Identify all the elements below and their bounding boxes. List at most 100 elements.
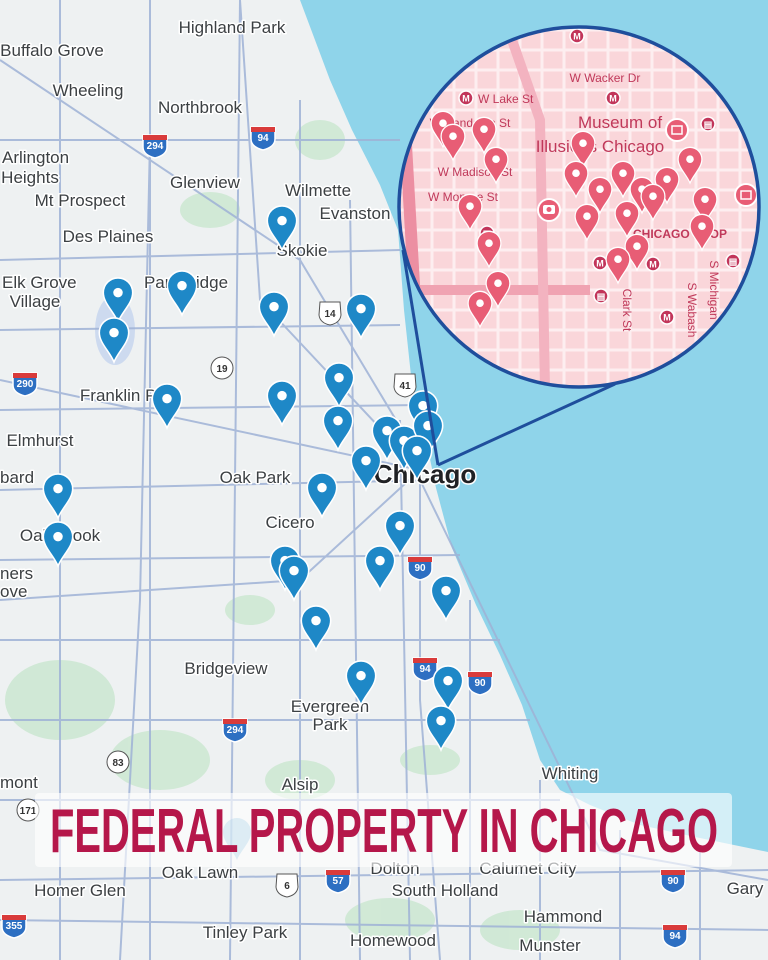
city-label: ove	[0, 582, 27, 601]
metro-icon[interactable]: M	[659, 309, 675, 325]
museum-icon[interactable]	[734, 183, 758, 207]
map-marker-icon[interactable]	[587, 176, 613, 215]
map-marker-icon[interactable]	[574, 203, 600, 242]
metro-icon[interactable]: M	[458, 90, 474, 106]
city-label: Homer Glen	[34, 881, 126, 900]
road	[0, 404, 421, 411]
train-icon[interactable]: ▤	[725, 253, 741, 269]
map-marker-icon[interactable]	[640, 183, 666, 222]
map-marker-icon[interactable]	[364, 545, 396, 593]
map-marker-icon[interactable]	[266, 205, 298, 253]
svg-text:M: M	[596, 259, 604, 269]
map-marker-icon[interactable]	[440, 123, 466, 162]
metro-icon[interactable]: M	[605, 90, 621, 106]
map-marker-icon[interactable]	[401, 435, 433, 483]
svg-text:294: 294	[227, 725, 244, 736]
map-marker-icon[interactable]	[467, 290, 493, 329]
street-label: Clark St	[620, 289, 634, 332]
train-icon[interactable]: ▤	[593, 288, 609, 304]
svg-text:▤: ▤	[704, 120, 713, 130]
city-label: Glenview	[170, 173, 241, 192]
svg-text:19: 19	[216, 364, 228, 375]
svg-text:90: 90	[667, 876, 679, 887]
svg-text:57: 57	[332, 876, 344, 887]
metro-icon[interactable]: M	[645, 256, 661, 272]
city-label: Evanston	[320, 204, 391, 223]
street-label: S Wabash	[685, 283, 699, 338]
map-marker-icon[interactable]	[345, 293, 377, 341]
map-marker-icon[interactable]	[476, 230, 502, 269]
map-marker-icon[interactable]	[350, 445, 382, 493]
map-marker-icon[interactable]	[689, 213, 715, 252]
map-marker-icon[interactable]	[300, 605, 332, 653]
map-marker-icon[interactable]	[483, 146, 509, 185]
city-label: Skokie	[276, 241, 327, 260]
map-marker-icon[interactable]	[345, 660, 377, 708]
map-marker-icon[interactable]	[457, 193, 483, 232]
map-marker-icon[interactable]	[384, 510, 416, 558]
city-label: Oak Park	[220, 468, 291, 487]
city-label: Arlington	[2, 148, 69, 167]
map-marker-icon[interactable]	[258, 291, 290, 339]
train-icon[interactable]: ▤	[700, 116, 716, 132]
city-label: Northbrook	[158, 98, 243, 117]
map-marker-icon[interactable]	[471, 116, 497, 155]
map-marker-icon[interactable]	[570, 130, 596, 169]
map-marker-icon[interactable]	[677, 146, 703, 185]
svg-text:171: 171	[20, 806, 37, 817]
map-marker-icon[interactable]	[151, 383, 183, 431]
map-marker-icon[interactable]	[42, 521, 74, 569]
map-marker-icon[interactable]	[323, 362, 355, 410]
svg-text:41: 41	[399, 381, 411, 392]
map-marker-icon[interactable]	[614, 200, 640, 239]
svg-text:M: M	[462, 94, 470, 104]
highway-shield: 90	[660, 869, 686, 894]
highway-shield: 294	[142, 134, 168, 159]
map-marker-icon[interactable]	[322, 405, 354, 453]
highway-shield: 6	[275, 873, 299, 898]
city-label: Tinley Park	[203, 923, 288, 942]
city-label: Park	[313, 715, 348, 734]
city-label: Buffalo Grove	[0, 41, 104, 60]
city-label: Homewood	[350, 931, 436, 950]
camera-icon[interactable]	[537, 198, 561, 222]
museum-icon[interactable]	[665, 118, 689, 142]
map-marker-icon[interactable]	[98, 317, 130, 365]
svg-text:83: 83	[112, 758, 124, 769]
street-label: W Lake St	[478, 92, 534, 106]
highway-shield: 94	[662, 924, 688, 949]
map-marker-icon[interactable]	[42, 473, 74, 521]
title-band	[35, 793, 732, 867]
highway-shield: 19	[210, 356, 234, 380]
inset-border	[397, 25, 761, 389]
svg-text:90: 90	[414, 563, 426, 574]
city-label: Highland Park	[179, 18, 286, 37]
map-marker-icon[interactable]	[266, 380, 298, 428]
city-label: Elk Grove	[2, 273, 77, 292]
map-marker-icon[interactable]	[485, 270, 511, 309]
map-marker-icon[interactable]	[432, 665, 464, 713]
map-marker-icon[interactable]	[306, 472, 338, 520]
map-marker-icon[interactable]	[102, 277, 134, 325]
city-label: Village	[10, 292, 61, 311]
metro-icon[interactable]: M	[569, 28, 585, 44]
map-marker-icon[interactable]	[166, 270, 198, 318]
map-marker-icon[interactable]	[605, 246, 631, 285]
highway-shields: 294 94 14 19 290 41 90 94 90 294 83 171 6 57 90 94 355	[1, 126, 688, 949]
highway-shield: 57	[325, 869, 351, 894]
map-marker-icon[interactable]	[563, 160, 589, 199]
poi-label: Museum of	[578, 113, 662, 132]
city-label: mont	[0, 773, 38, 792]
svg-text:94: 94	[669, 931, 681, 942]
metro-icon[interactable]: M	[592, 255, 608, 271]
road	[0, 249, 401, 261]
map-marker-icon[interactable]	[425, 705, 457, 753]
road	[0, 919, 768, 931]
svg-text:90: 90	[474, 678, 486, 689]
city-label: Gary	[727, 879, 764, 898]
map-marker-icon[interactable]	[692, 186, 718, 225]
map-marker-icon[interactable]	[430, 575, 462, 623]
city-labels: Highland Park Buffalo Grove Wheeling Northb…	[0, 17, 765, 957]
map-marker-icon[interactable]	[278, 555, 310, 603]
